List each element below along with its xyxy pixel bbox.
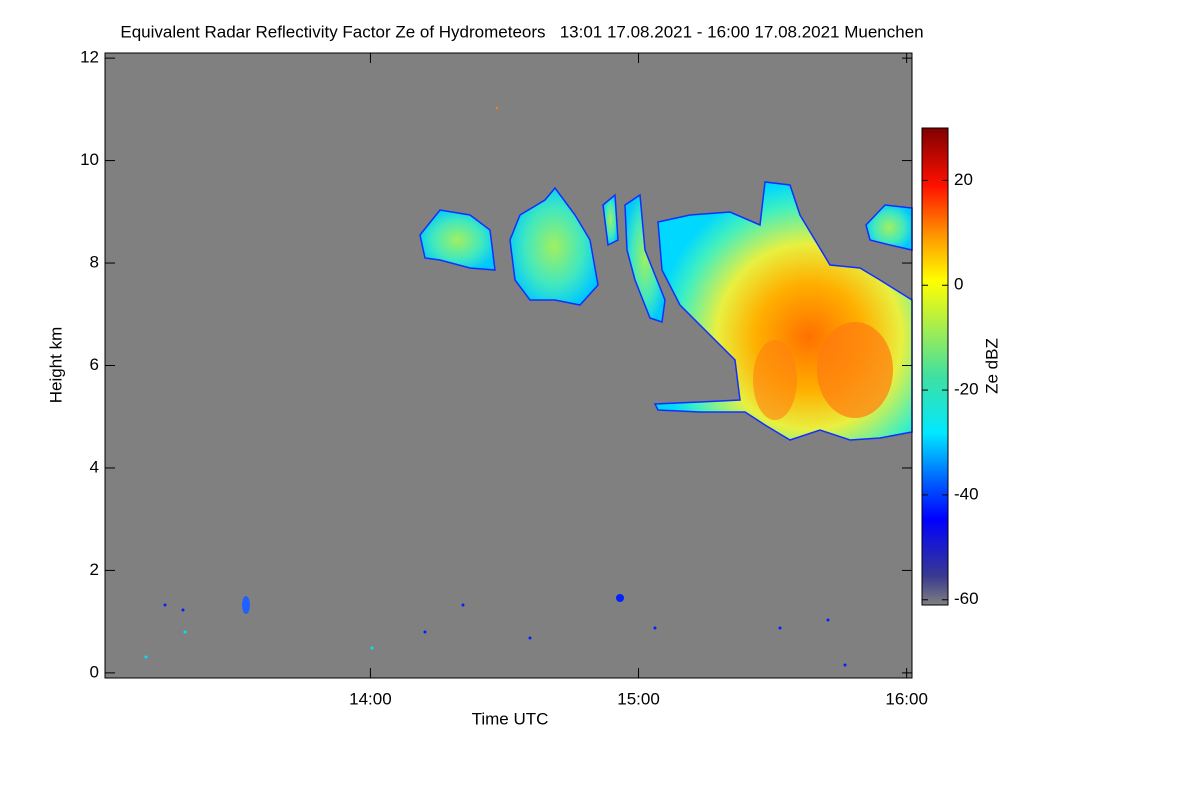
chart-title: Equivalent Radar Reflectivity Factor Ze … — [120, 22, 923, 41]
x-tick-label: 14:00 — [349, 689, 392, 708]
colorbar — [921, 127, 949, 606]
colorbar-label: Ze dBZ — [982, 338, 1001, 394]
y-tick-label: 0 — [90, 662, 99, 681]
colorbar-tick-label: -40 — [954, 484, 979, 503]
x-tick-label: 15:00 — [617, 689, 660, 708]
y-tick-label: 10 — [80, 150, 99, 169]
y-tick-label: 12 — [80, 48, 99, 67]
y-tick-label: 8 — [90, 253, 99, 272]
echo-field — [144, 106, 913, 667]
colorbar-tick-label: 0 — [954, 275, 963, 294]
y-axis-label: Height km — [46, 327, 65, 404]
x-axis-label: Time UTC — [472, 709, 549, 728]
y-tick-label: 2 — [90, 560, 99, 579]
y-tick-label: 4 — [90, 457, 99, 476]
x-tick-label: 16:00 — [885, 689, 928, 708]
y-tick-label: 6 — [90, 355, 99, 374]
colorbar-tick-label: -60 — [954, 589, 979, 608]
colorbar-tick-label: 20 — [954, 170, 973, 189]
colorbar-tick-label: -20 — [954, 380, 979, 399]
